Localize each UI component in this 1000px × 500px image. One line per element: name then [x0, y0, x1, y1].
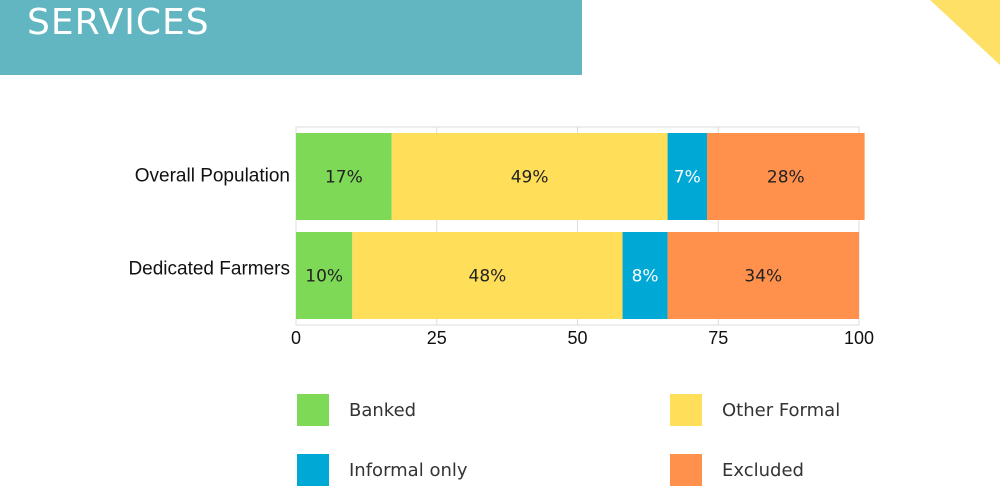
data-label-informal-only-overall-population: 7% — [674, 168, 701, 188]
bar-banked-dedicated-farmers — [296, 232, 353, 319]
data-label-other-formal-overall-population: 49% — [511, 168, 549, 188]
data-label-excluded-dedicated-farmers: 34% — [744, 267, 782, 287]
legend-swatch-excluded — [670, 454, 702, 486]
bar-other-formal-dedicated-farmers — [352, 232, 623, 319]
legend-label-banked: Banked — [349, 400, 417, 421]
corner-accent-shape — [930, 0, 1000, 65]
x-tick-label-0: 0 — [291, 328, 301, 348]
x-tick-label-25: 25 — [427, 328, 447, 348]
legend-swatch-banked — [297, 394, 329, 426]
x-tick-label-50: 50 — [567, 328, 587, 348]
data-label-excluded-overall-population: 28% — [767, 168, 805, 188]
legend-label-informal-only: Informal only — [349, 460, 468, 481]
bar-informal-only-overall-population — [667, 133, 707, 220]
x-tick-label-75: 75 — [708, 328, 728, 348]
category-label-overall-population: Overall Population — [135, 166, 290, 187]
data-label-informal-only-dedicated-farmers: 8% — [632, 267, 659, 287]
page-title: SERVICES — [27, 2, 210, 43]
legend-label-other-formal: Other Formal — [722, 400, 841, 421]
data-label-banked-dedicated-farmers: 10% — [305, 267, 343, 287]
stacked-bar-chart: 17% 49% 7% 28% Overall Population 10% 48% 8% 34%… — [128, 126, 874, 348]
x-tick-label-100: 100 — [844, 328, 874, 348]
data-label-banked-overall-population: 17% — [325, 168, 363, 188]
bar-excluded-dedicated-farmers — [667, 232, 859, 319]
bar-informal-only-dedicated-farmers — [622, 232, 668, 319]
title-banner: SERVICES — [0, 0, 582, 75]
legend-swatch-informal-only — [297, 454, 329, 486]
data-label-other-formal-dedicated-farmers: 48% — [469, 267, 507, 287]
bar-excluded-overall-population — [706, 133, 865, 220]
bar-banked-overall-population — [296, 133, 392, 220]
category-label-dedicated-farmers: Dedicated Farmers — [128, 259, 290, 280]
legend-label-excluded: Excluded — [722, 460, 804, 481]
legend-swatch-other-formal — [670, 394, 702, 426]
bar-other-formal-overall-population — [391, 133, 668, 220]
